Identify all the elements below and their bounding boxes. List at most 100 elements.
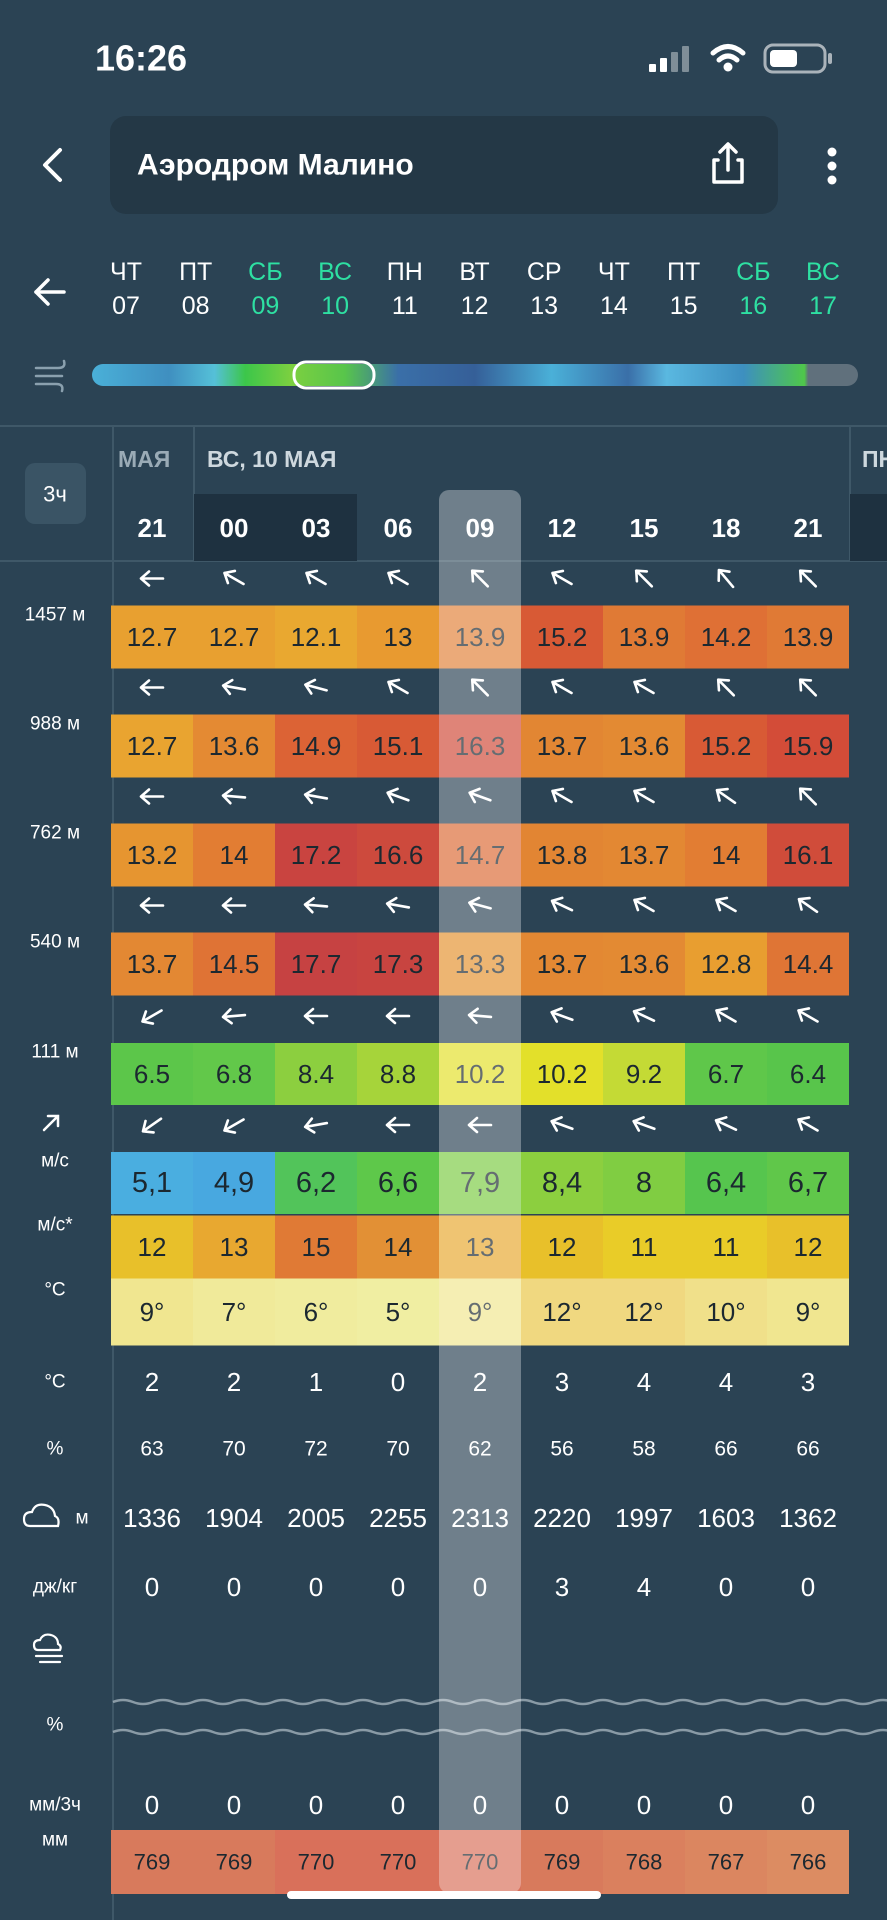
value-cell	[521, 1215, 603, 1279]
cloud-icon	[22, 1503, 60, 1528]
day-of-week: СБ	[248, 258, 282, 286]
wind-arrow	[139, 788, 165, 805]
value-label: 63	[140, 1438, 163, 1461]
value-label: 17.3	[373, 949, 424, 979]
value-cell	[111, 1830, 193, 1894]
value-label: 14.4	[783, 949, 834, 979]
fog-waves	[112, 1698, 887, 1736]
value-label: 0	[637, 1790, 651, 1820]
value-label: 770	[462, 1850, 499, 1875]
value-label: 13.7	[537, 731, 588, 761]
value-label: 0	[801, 1790, 815, 1820]
value-label: 9.2	[626, 1059, 662, 1089]
row-label: 762 м	[30, 823, 80, 844]
value-label: 7,9	[460, 1167, 500, 1199]
value-label: 13.3	[455, 949, 506, 979]
value-label: 14.5	[209, 949, 260, 979]
hour-label: 00	[220, 513, 249, 543]
title-box[interactable]	[110, 116, 778, 214]
night-band	[850, 494, 887, 561]
value-label: 1362	[779, 1503, 837, 1533]
value-label: 6.7	[708, 1059, 744, 1089]
value-label: 6,7	[788, 1167, 828, 1199]
value-cell	[603, 1215, 685, 1279]
value-label: 9°	[140, 1297, 165, 1327]
value-label: 0	[391, 1367, 405, 1397]
value-label: 9°	[468, 1297, 493, 1327]
value-label: 6.8	[216, 1059, 252, 1089]
value-cell	[685, 1215, 767, 1279]
value-label: 8.4	[298, 1059, 334, 1089]
value-label: 16.1	[783, 840, 834, 870]
home-indicator	[287, 1891, 601, 1899]
wind-arrow	[221, 897, 247, 914]
menu-button[interactable]	[827, 147, 837, 185]
value-label: 15.1	[373, 731, 424, 761]
value-label: 13.9	[619, 622, 670, 652]
share-button[interactable]	[712, 142, 744, 184]
day-date: 07	[112, 292, 140, 320]
days-back-arrow[interactable]	[34, 278, 66, 306]
value-cell	[521, 1043, 603, 1105]
wind-arrow	[303, 787, 329, 805]
value-label: 13.7	[537, 949, 588, 979]
value-label: 13.6	[619, 949, 670, 979]
row-label: 1457 м	[25, 605, 86, 626]
value-label: 13.6	[619, 731, 670, 761]
day-date: 14	[600, 292, 628, 320]
value-label: 0	[719, 1572, 733, 1602]
value-cell	[275, 932, 357, 996]
value-label: 62	[468, 1438, 491, 1461]
day-date: 17	[809, 292, 837, 320]
value-cell	[111, 1043, 193, 1105]
value-label: 13	[384, 622, 413, 652]
wind-arrow	[223, 569, 245, 586]
value-cell	[193, 1830, 275, 1894]
wind-arrow	[221, 1007, 247, 1025]
row-label: 111 м	[31, 1042, 78, 1063]
wind-arrow	[551, 569, 573, 586]
value-label: 17.7	[291, 949, 342, 979]
value-cell	[357, 714, 439, 778]
value-cell	[521, 1278, 603, 1346]
timeline-bar[interactable]	[92, 364, 858, 386]
wind-arrow	[632, 1007, 656, 1023]
value-label: 1336	[123, 1503, 181, 1533]
value-cell	[193, 1152, 275, 1214]
value-label: 13.6	[209, 731, 260, 761]
timeline-selection[interactable]	[292, 360, 376, 390]
value-label: 5,1	[132, 1167, 172, 1199]
value-cell	[439, 1152, 521, 1214]
value-cell	[275, 1215, 357, 1279]
value-cell	[603, 605, 685, 669]
value-cell	[111, 1278, 193, 1346]
date-label: МАЯ	[118, 446, 170, 472]
value-cell	[439, 823, 521, 887]
step-label: 3ч	[43, 482, 67, 507]
value-label: 15	[302, 1232, 331, 1262]
value-cell	[111, 605, 193, 669]
value-label: 2255	[369, 1503, 427, 1533]
step-button[interactable]	[25, 463, 86, 524]
back-button[interactable]	[43, 148, 62, 182]
wind-arrow	[139, 897, 165, 914]
value-label: 13.9	[783, 622, 834, 652]
wind-arrow	[467, 1116, 493, 1134]
value-cell	[357, 823, 439, 887]
value-label: 6.4	[790, 1059, 826, 1089]
row-label: м/с	[41, 1151, 69, 1172]
hour-label: 21	[138, 513, 167, 543]
value-cell	[603, 1830, 685, 1894]
value-label: 17.2	[291, 840, 342, 870]
value-label: 0	[227, 1790, 241, 1820]
day-date: 13	[530, 292, 558, 320]
value-label: 4,9	[214, 1167, 254, 1199]
value-label: 56	[550, 1438, 573, 1461]
value-label: 0	[391, 1790, 405, 1820]
value-label: 2	[473, 1367, 487, 1397]
value-cell	[111, 1152, 193, 1214]
value-label: 10.2	[455, 1059, 506, 1089]
day-of-week: ЧТ	[598, 258, 630, 286]
value-label: 766	[790, 1850, 827, 1875]
wind-icon	[34, 359, 66, 393]
